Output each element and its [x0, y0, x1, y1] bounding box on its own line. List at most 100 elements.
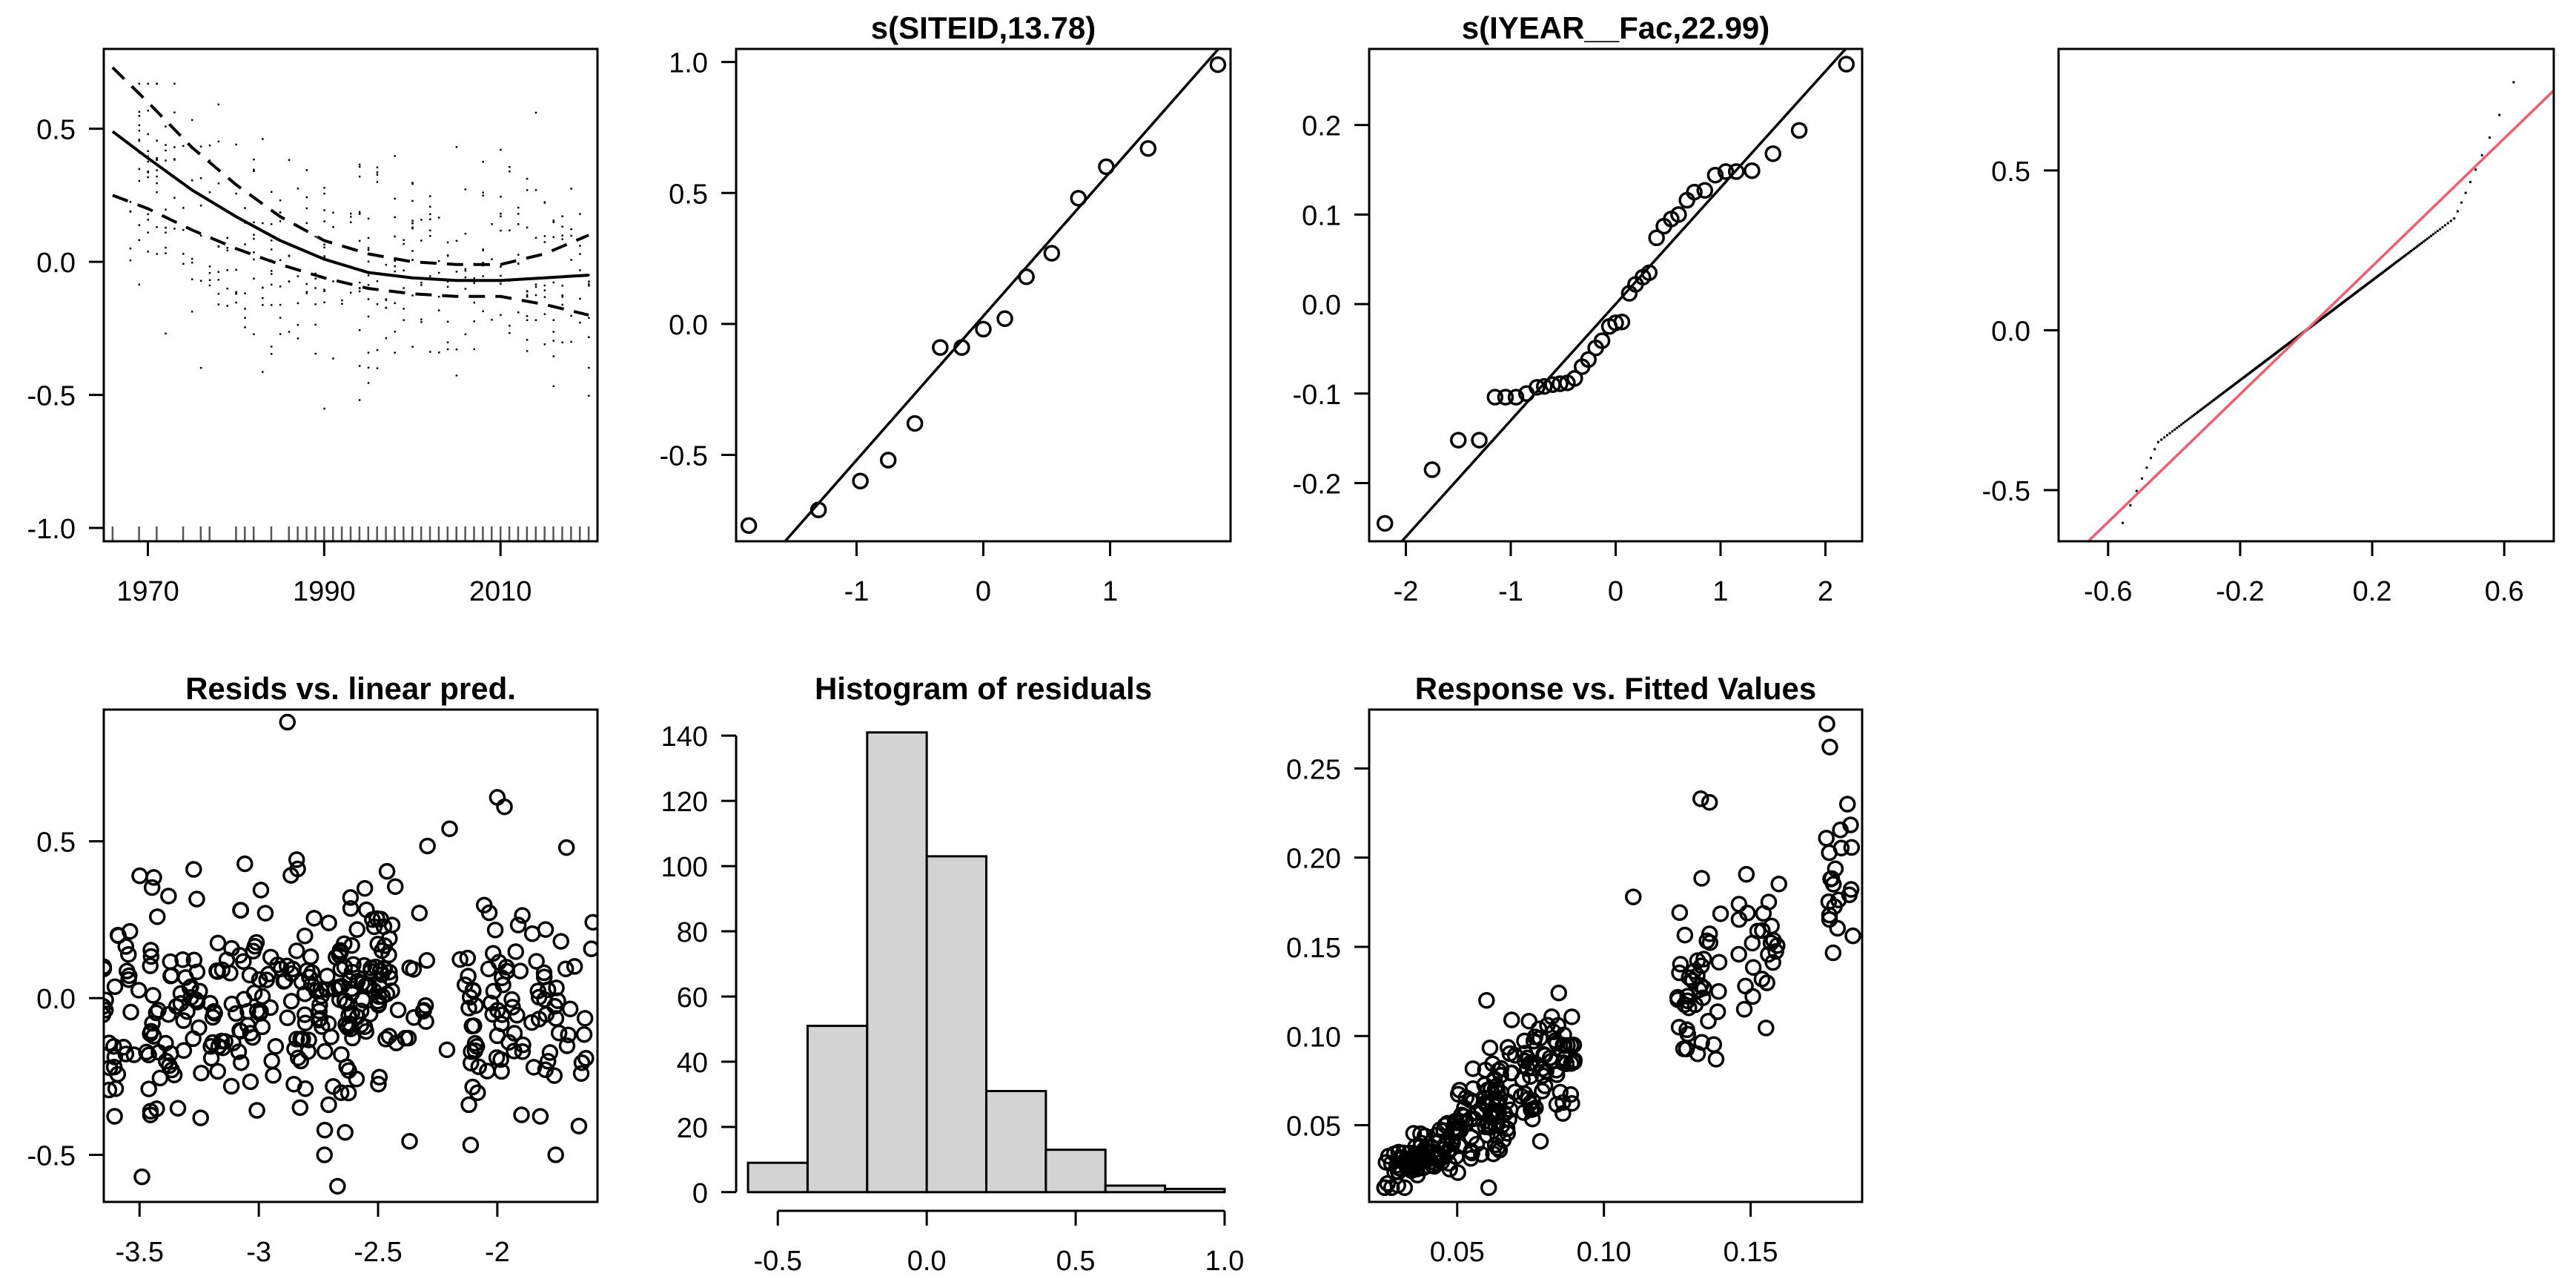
partial-residual-point [437, 351, 440, 354]
data-point [302, 948, 319, 965]
partial-residual-point [165, 159, 167, 162]
qq-point [2205, 404, 2208, 407]
qq-point [1471, 432, 1488, 449]
data-point [1503, 1011, 1520, 1028]
partial-residual-point [526, 319, 529, 322]
partial-residual-point [165, 226, 167, 229]
data-point [104, 958, 113, 976]
partial-residual-point [376, 174, 379, 176]
data-point [142, 942, 159, 959]
partial-residual-point [570, 340, 572, 343]
data-point [254, 1018, 271, 1036]
reference-line [783, 49, 1221, 541]
partial-residual-point [376, 280, 379, 282]
data-point [466, 1042, 484, 1060]
data-point [222, 1077, 240, 1095]
partial-residual-point [482, 310, 484, 312]
partial-residual-point [561, 285, 563, 287]
partial-residual-point [376, 303, 379, 305]
partial-residual-point [138, 124, 141, 127]
qq-point [2416, 245, 2419, 248]
y-tick-label: 100 [661, 852, 708, 883]
qq-point [2112, 544, 2114, 546]
partial-residual-point [217, 303, 220, 305]
partial-residual-point [165, 208, 167, 211]
partial-residual-point [182, 145, 185, 148]
data-point [174, 951, 191, 968]
partial-residual-point [314, 235, 317, 238]
data-point [1829, 919, 1847, 937]
x-tick-label: -2 [485, 1237, 510, 1268]
partial-residual-point [138, 82, 141, 85]
partial-residual-point [270, 304, 273, 306]
panel-qq_iyear: s(IYEAR__Fac,22.99) -0.2 -0.1 0.0 0.1 0.2 -2 -1… [1293, 10, 1864, 607]
qq-point [2431, 233, 2434, 236]
x-tick-label: 0.2 [2353, 576, 2392, 607]
y-tick-label: 0.0 [36, 248, 76, 279]
data-point [1526, 1028, 1544, 1045]
partial-residual-point [279, 333, 282, 335]
partial-residual-point [367, 217, 370, 220]
partial-residual-point [138, 239, 141, 242]
data-point [1758, 1020, 1775, 1037]
data-point [466, 1017, 483, 1034]
data-point [1709, 1003, 1726, 1020]
data-point [151, 1069, 169, 1087]
data-point [1410, 1152, 1428, 1169]
partial-residual-point [138, 139, 141, 142]
y-tick-label: 1.0 [669, 48, 708, 79]
y-tick-label: 60 [677, 982, 708, 1014]
partial-residual-point [297, 302, 299, 305]
x-tick-label: -0.2 [2216, 576, 2264, 607]
data-point [377, 1031, 394, 1048]
partial-residual-point [411, 294, 414, 297]
partial-residual-point [217, 182, 220, 185]
partial-residual-point [191, 257, 193, 260]
partial-residual-point [385, 263, 388, 266]
qq-point [809, 501, 827, 518]
partial-residual-point [552, 319, 555, 321]
data-point [470, 1058, 488, 1075]
y-tick-label: 0.0 [36, 984, 76, 1015]
partial-residual-point [367, 366, 370, 369]
qq-point [1717, 163, 1735, 180]
partial-residual-point [358, 287, 361, 290]
histogram-bar [985, 1089, 1047, 1194]
partial-residual-point [323, 407, 325, 410]
data-point [1676, 926, 1694, 944]
qq-point [2153, 448, 2156, 451]
partial-residual-point [385, 306, 388, 309]
x-tick-label: 0.6 [2485, 576, 2524, 607]
data-point [1681, 999, 1698, 1017]
data-point [552, 933, 569, 950]
qq-point [2474, 168, 2477, 171]
qq-point [2176, 426, 2179, 429]
partial-residual-point [420, 284, 423, 286]
data-point [1679, 988, 1696, 1005]
partial-residual-point [279, 220, 282, 222]
x-tick-label: 0 [976, 576, 991, 607]
partial-residual-point [305, 196, 308, 199]
y-tick-label: 0.2 [1302, 111, 1341, 142]
data-point [317, 1043, 334, 1060]
partial-residual-point [526, 226, 529, 229]
partial-residual-point [253, 221, 255, 224]
reference-line [2086, 89, 2554, 541]
data-point [297, 928, 314, 945]
qq-point [1838, 56, 1855, 73]
qq-point [2206, 403, 2209, 406]
plot-frame [102, 47, 599, 543]
partial-residual-point [588, 317, 590, 320]
data-point [291, 1099, 309, 1117]
qq-point [2209, 401, 2212, 404]
qq-point [2199, 408, 2202, 411]
qq-point [2449, 219, 2452, 222]
data-point [1444, 1125, 1462, 1142]
partial-residual-point [543, 343, 546, 346]
histogram-bar [1164, 1187, 1226, 1194]
qq-point [2135, 489, 2138, 492]
partial-residual-point [253, 234, 255, 236]
partial-residual-point [165, 149, 167, 152]
data-point [376, 937, 394, 954]
partial-residual-point [358, 329, 361, 331]
